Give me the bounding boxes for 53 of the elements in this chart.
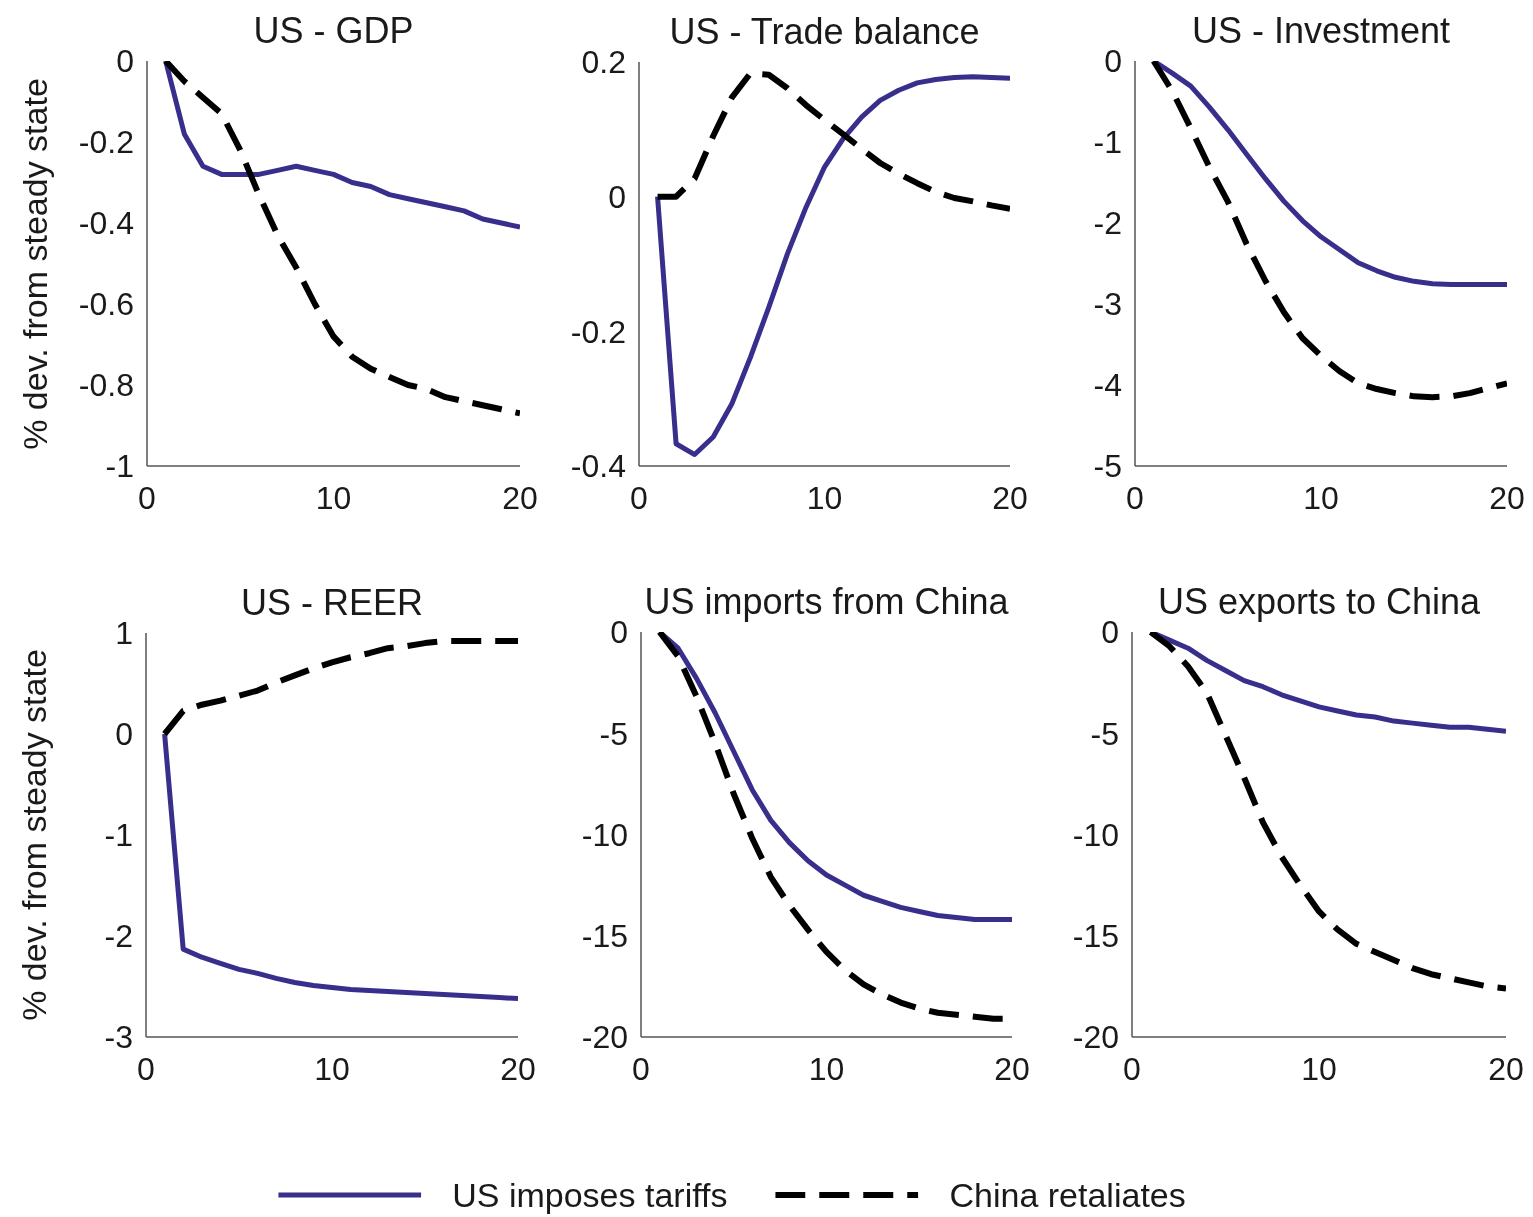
- y-tick-label: -15: [581, 918, 628, 955]
- y-tick-label: -10: [1072, 816, 1119, 853]
- y-tick-label: -1: [104, 817, 133, 854]
- y-tick-label: 0: [116, 43, 134, 80]
- x-tick-label: 10: [806, 479, 843, 516]
- chart-title: US imports from China: [644, 581, 1009, 622]
- y-tick-label: 0.2: [581, 44, 626, 81]
- y-tick-label: -0.4: [78, 205, 134, 242]
- y-tick-label: -1: [105, 448, 134, 485]
- x-tick-label: 20: [992, 479, 1028, 516]
- x-tick-label: 10: [314, 1050, 350, 1087]
- y-tick-label: -10: [581, 816, 628, 853]
- y-tick-label: 0: [1101, 614, 1119, 651]
- chart-title: US - Trade balance: [669, 11, 980, 52]
- y-tick-label: -20: [1072, 1019, 1119, 1056]
- y-tick-label: -0.2: [570, 313, 626, 350]
- y-tick-label: -0.8: [78, 367, 134, 404]
- y-tick-label: -0.4: [570, 448, 626, 485]
- y-tick-label: -1: [1093, 124, 1122, 161]
- y-tick-label: -3: [1093, 286, 1122, 323]
- x-tick-label: 20: [1489, 479, 1525, 516]
- y-tick-label: 0: [608, 179, 626, 216]
- y-tick-label: -0.2: [78, 124, 134, 161]
- x-tick-label: 20: [502, 479, 538, 516]
- x-tick-label: 10: [315, 479, 352, 516]
- y-tick-label: -0.6: [78, 286, 134, 323]
- x-tick-label: 20: [994, 1050, 1030, 1087]
- chart-title: US exports to China: [1157, 581, 1481, 622]
- legend-label: China retaliates: [949, 1175, 1186, 1215]
- y-tick-label: -2: [104, 918, 133, 955]
- x-tick-label: 20: [500, 1050, 536, 1087]
- y-axis-title: % dev. from steady state: [16, 77, 54, 450]
- y-tick-label: 1: [115, 615, 133, 652]
- chart-title: US - Investment: [1191, 10, 1451, 51]
- y-tick-label: -4: [1093, 367, 1122, 404]
- y-tick-label: 0: [115, 716, 133, 753]
- x-tick-label: 10: [1301, 1050, 1337, 1087]
- y-tick-label: -20: [581, 1019, 628, 1056]
- x-tick-label: 10: [808, 1050, 845, 1087]
- legend-label: US imposes tariffs: [452, 1175, 728, 1215]
- y-tick-label: -5: [1090, 715, 1119, 752]
- y-tick-label: 0: [1104, 43, 1122, 80]
- chart-title: US - REER: [240, 582, 424, 623]
- y-tick-label: 0: [610, 614, 628, 651]
- y-axis-title: % dev. from steady state: [15, 649, 53, 1021]
- y-tick-label: -15: [1072, 918, 1119, 955]
- chart-title: US - GDP: [253, 10, 414, 51]
- y-tick-label: -3: [104, 1019, 133, 1056]
- x-tick-label: 20: [1488, 1050, 1524, 1087]
- y-tick-label: -5: [1093, 448, 1122, 485]
- x-tick-label: 10: [1303, 479, 1339, 516]
- y-tick-label: -2: [1093, 205, 1122, 242]
- y-tick-label: -5: [599, 715, 628, 752]
